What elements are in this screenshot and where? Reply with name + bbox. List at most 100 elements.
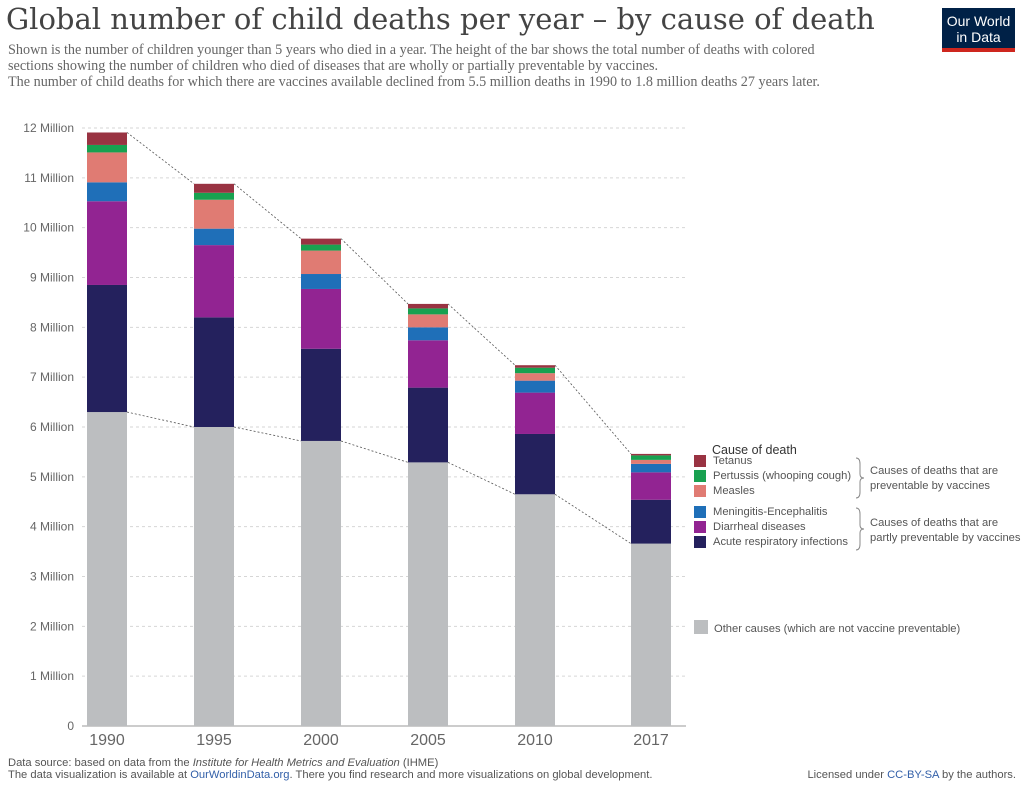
other-connector-line	[340, 440, 409, 463]
bar-segment-other-causes	[631, 543, 671, 726]
bar-segment-pertussis	[194, 192, 234, 200]
total-connector-line	[126, 132, 195, 185]
total-connector-line	[340, 238, 409, 305]
bar-segment-measles	[408, 314, 448, 328]
bar-segment-tetanus	[515, 365, 555, 368]
license-note: Licensed under CC-BY-SA by the authors.	[807, 769, 1016, 781]
bar-segment-diarrheal-diseases	[631, 472, 671, 500]
y-tick-label: 6 Million	[30, 420, 74, 434]
bar-segment-meningitis-encephalitis	[194, 228, 234, 246]
bar-segment-other-causes	[515, 494, 555, 726]
license-prefix: Licensed under	[807, 769, 888, 781]
chart-title: Global number of child deaths per year –…	[6, 2, 875, 36]
bar-segment-acute-respiratory-infections	[194, 317, 234, 427]
legend-label-measles: Measles	[713, 485, 755, 497]
y-tick-label: 4 Million	[30, 520, 74, 534]
bar-segment-tetanus	[194, 183, 234, 193]
bar-segment-tetanus	[301, 238, 341, 245]
other-connector-line	[126, 411, 195, 428]
legend-title: Cause of death	[712, 443, 797, 457]
legend-label-acute-respiratory-infections: Acute respiratory infections	[713, 536, 848, 548]
bar-segment-measles	[631, 459, 671, 464]
license-link[interactable]: CC-BY-SA	[887, 769, 939, 781]
bar-segment-meningitis-encephalitis	[301, 274, 341, 289]
y-tick-label: 7 Million	[30, 370, 74, 384]
y-tick-label: 11 Million	[24, 171, 74, 185]
bar-segment-tetanus	[87, 132, 127, 145]
chart-subtitle: Shown is the number of children younger …	[8, 42, 943, 90]
bar-segment-meningitis-encephalitis	[87, 182, 127, 202]
legend-group-brace	[855, 507, 865, 551]
y-tick-label: 9 Million	[30, 271, 74, 285]
bar-segment-acute-respiratory-infections	[515, 433, 555, 495]
legend-group-brace	[855, 457, 865, 499]
bar-segment-acute-respiratory-infections	[87, 284, 127, 413]
legend-swatch-measles	[694, 485, 706, 497]
legend-group-label: Causes of deaths that are	[870, 517, 998, 529]
bar-segment-meningitis-encephalitis	[515, 380, 555, 393]
other-connector-line	[554, 493, 632, 544]
owid-logo[interactable]: Our World in Data	[942, 8, 1015, 52]
legend-swatch-pertussis	[694, 470, 706, 482]
other-connector-line	[447, 462, 516, 495]
logo-line: Our World	[946, 13, 1011, 29]
legend-label-other-causes: Other causes (which are not vaccine prev…	[714, 623, 961, 635]
data-source-note: Data source: based on data from the Inst…	[8, 757, 438, 769]
bar-segment-pertussis	[631, 455, 671, 460]
bar-segment-other-causes	[194, 427, 234, 726]
owid-link[interactable]: OurWorldinData.org	[190, 769, 290, 781]
legend-label-pertussis: Pertussis (whooping cough)	[713, 470, 851, 482]
logo-line: in Data	[956, 29, 1001, 45]
y-tick-label: 12 Million	[23, 121, 74, 135]
bar-segment-acute-respiratory-infections	[301, 348, 341, 441]
bar-segment-pertussis	[87, 144, 127, 153]
bar-segment-other-causes	[301, 440, 341, 726]
bar-segment-meningitis-encephalitis	[631, 463, 671, 473]
subtitle-line: The number of child deaths for which the…	[8, 73, 820, 90]
total-connector-line	[233, 183, 302, 239]
bar-segment-pertussis	[301, 244, 341, 251]
visualization-note: The data visualization is available at O…	[8, 769, 652, 781]
x-tick-label: 1995	[196, 732, 232, 749]
bar-segment-pertussis	[515, 367, 555, 374]
source-institution: Institute for Health Metrics and Evaluat…	[192, 757, 400, 769]
bar-segment-diarrheal-diseases	[515, 392, 555, 434]
y-tick-label: 5 Million	[30, 470, 74, 484]
bar-segment-measles	[87, 152, 127, 183]
source-suffix: (IHME)	[399, 757, 439, 769]
bar-segment-pertussis	[408, 308, 448, 315]
legend-group-label: partly preventable by vaccines	[870, 532, 1021, 544]
bar-segment-other-causes	[87, 412, 127, 726]
bar-segment-acute-respiratory-infections	[408, 387, 448, 463]
bar-segment-meningitis-encephalitis	[408, 327, 448, 341]
bar-segment-other-causes	[408, 462, 448, 726]
y-tick-label: 1 Million	[30, 669, 74, 683]
x-tick-label: 2000	[303, 732, 339, 749]
license-suffix: by the authors.	[938, 769, 1016, 781]
bar-segment-measles	[194, 199, 234, 229]
total-connector-line	[447, 303, 516, 366]
y-tick-label: 3 Million	[30, 570, 74, 584]
y-tick-label: 10 Million	[23, 221, 74, 235]
y-tick-label: 0	[67, 719, 74, 733]
legend-group-label: preventable by vaccines	[870, 480, 990, 492]
viz-suffix: . There you find research and more visua…	[289, 769, 653, 781]
source-prefix: Data source: based on data from the	[8, 757, 193, 769]
bar-segment-tetanus	[408, 303, 448, 309]
legend-label-tetanus: Tetanus	[713, 455, 753, 467]
x-tick-label: 2010	[517, 732, 553, 749]
x-tick-label: 1990	[89, 732, 125, 749]
x-tick-label: 2017	[633, 732, 669, 749]
legend-group-label: Causes of deaths that are	[870, 465, 998, 477]
bar-segment-diarrheal-diseases	[301, 288, 341, 349]
bar-segment-acute-respiratory-infections	[631, 499, 671, 544]
legend-label-diarrheal-diseases: Diarrheal diseases	[713, 521, 806, 533]
bar-segment-diarrheal-diseases	[194, 245, 234, 318]
bar-segment-measles	[301, 250, 341, 275]
other-connector-line	[233, 426, 302, 442]
bar-segment-diarrheal-diseases	[408, 340, 448, 388]
total-connector-line	[554, 364, 632, 455]
x-tick-label: 2005	[410, 732, 446, 749]
legend-label-meningitis-encephalitis: Meningitis-Encephalitis	[713, 506, 828, 518]
